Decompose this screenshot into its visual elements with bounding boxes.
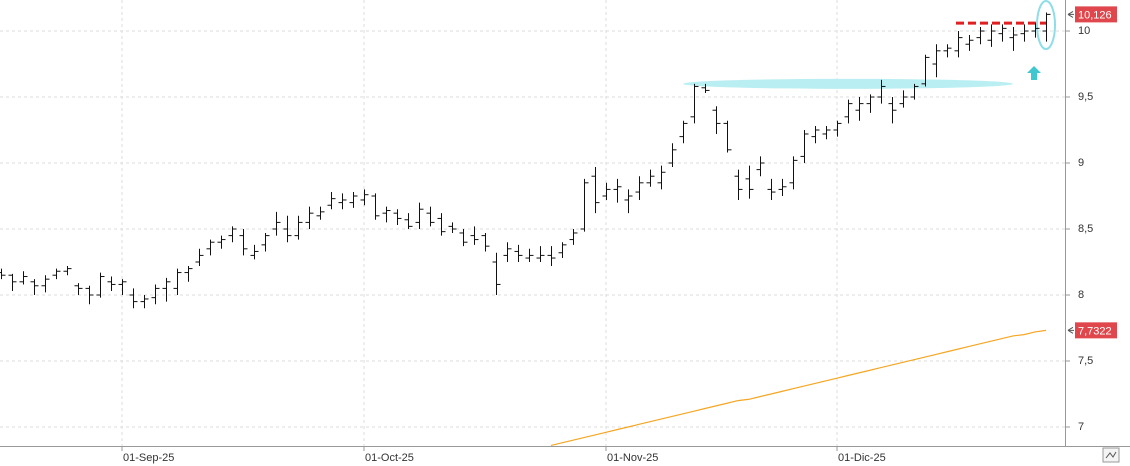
y-tick-label: 8 xyxy=(1078,289,1084,301)
last-label: 10,126 xyxy=(1078,9,1112,21)
last-label-pointer xyxy=(1067,326,1074,334)
x-tick-label: 01-Oct-25 xyxy=(365,452,414,464)
x-tick-label: 01-Nov-25 xyxy=(607,452,658,464)
highlight-arrow xyxy=(1027,66,1041,80)
highlight-ellipse xyxy=(1036,0,1056,50)
x-tick-label: 01-Dic-25 xyxy=(838,452,886,464)
moving-average-line xyxy=(550,329,1047,447)
zoom-button-icon xyxy=(1105,451,1117,459)
highlight-band xyxy=(683,78,1013,89)
last-label-pointer xyxy=(1067,10,1074,18)
y-tick-label: 7,5 xyxy=(1078,355,1093,367)
y-tick-label: 7 xyxy=(1078,421,1084,433)
y-tick-label: 8,5 xyxy=(1078,223,1093,235)
zoom-button[interactable] xyxy=(1102,447,1120,463)
y-tick-label: 9 xyxy=(1078,157,1084,169)
y-tick-label: 10 xyxy=(1078,25,1090,37)
x-tick-label: 01-Sep-25 xyxy=(123,452,174,464)
last-label-box xyxy=(1075,322,1117,339)
last-label-box xyxy=(1075,6,1117,23)
last-label: 7,7322 xyxy=(1078,325,1112,337)
y-tick-label: 9,5 xyxy=(1078,91,1093,103)
